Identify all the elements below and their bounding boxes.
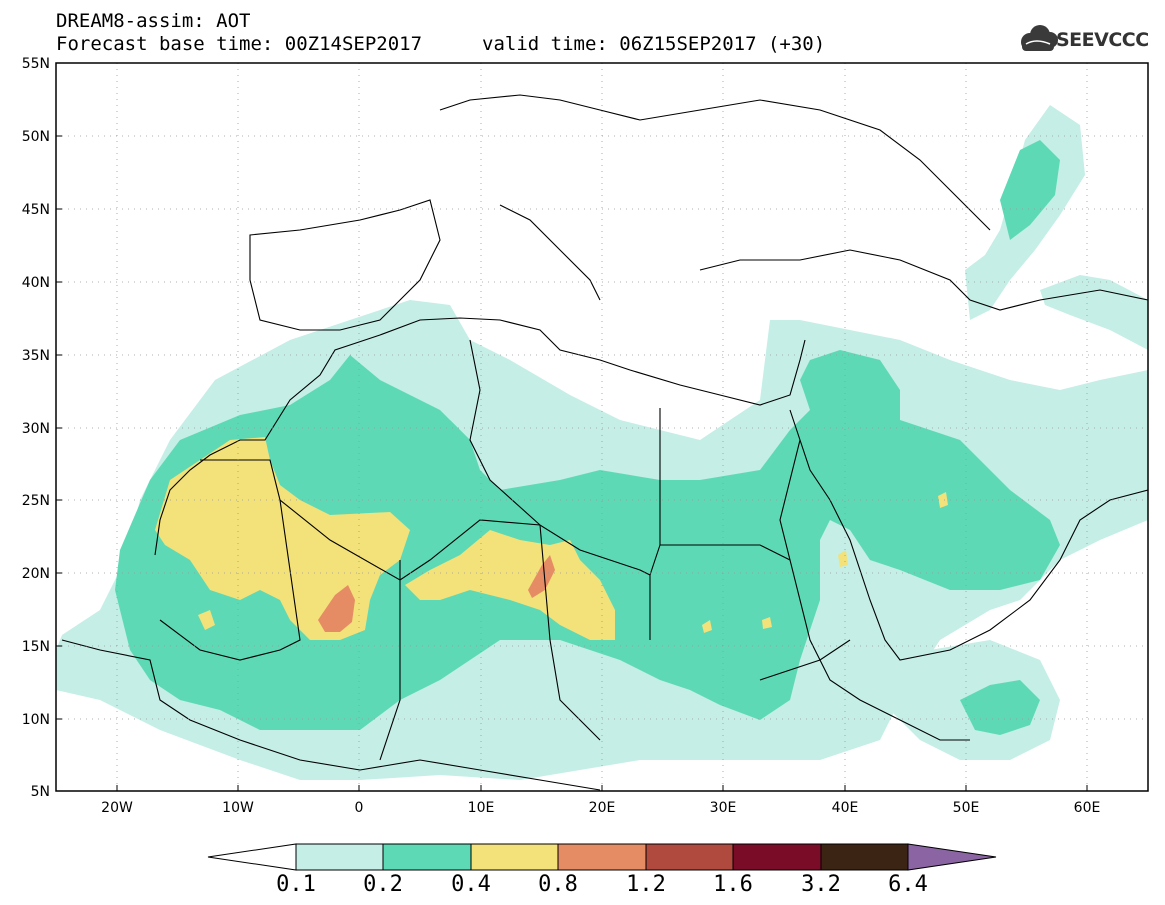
colorbar-segment-0	[207, 843, 297, 871]
lon-label-30e: 30E	[709, 800, 737, 816]
seevccc-cloud-logo-icon	[1021, 25, 1058, 51]
colorbar-segment-2	[382, 843, 472, 871]
colorbar-segment-6	[732, 843, 822, 871]
aot-level-0.8-fill	[318, 555, 555, 632]
lon-label-20w: 20W	[101, 800, 133, 816]
lon-label-10w: 10W	[222, 800, 254, 816]
valid-time: valid time: 06Z15SEP2017 (+30)	[482, 33, 826, 55]
lat-label-10n: 10N	[21, 712, 50, 728]
colorbar-segment-4	[557, 843, 647, 871]
colorbar-segment-1	[295, 843, 384, 871]
logo-text: SEEVCCC	[1056, 29, 1149, 51]
map-title: DREAM8-assim: AOT	[56, 10, 251, 32]
colorbar-label-1.6: 1.6	[713, 872, 753, 897]
forecast-base-time: Forecast base time: 00Z14SEP2017	[56, 33, 423, 55]
colorbar-segment-8	[907, 843, 997, 871]
lat-label-15n: 15N	[21, 639, 50, 655]
colorbar-label-0.2: 0.2	[363, 872, 403, 897]
axis-ticks	[56, 135, 1088, 791]
lon-label-40e: 40E	[831, 800, 859, 816]
lat-label-55n: 55N	[21, 56, 50, 72]
colorbar-label-6.4: 6.4	[888, 872, 928, 897]
colorbar-label-1.2: 1.2	[626, 872, 666, 897]
lat-label-50n: 50N	[21, 129, 50, 145]
lon-label-20e: 20E	[588, 800, 616, 816]
colorbar-label-0.8: 0.8	[538, 872, 578, 897]
lat-label-20n: 20N	[21, 566, 50, 582]
lon-label-50e: 50E	[952, 800, 980, 816]
graticule	[56, 63, 1148, 791]
colorbar-label-0.4: 0.4	[451, 872, 491, 897]
lon-label-10e: 10E	[467, 800, 495, 816]
lat-label-25n: 25N	[21, 493, 50, 509]
colorbar-label-0.1: 0.1	[276, 872, 316, 897]
lat-label-40n: 40N	[21, 275, 50, 291]
lon-label-60e: 60E	[1073, 800, 1101, 816]
colorbar-label-3.2: 3.2	[801, 872, 841, 897]
colorbar-segment-3	[470, 843, 559, 871]
lat-label-5n: 5N	[30, 784, 50, 800]
colorbar	[207, 843, 997, 871]
lat-label-45n: 45N	[21, 202, 50, 218]
lat-label-30n: 30N	[21, 421, 50, 437]
lon-label-0: 0	[354, 800, 364, 816]
colorbar-segment-7	[820, 843, 909, 871]
lat-label-35n: 35N	[21, 348, 50, 364]
colorbar-segment-5	[645, 843, 734, 871]
coastlines-borders	[61, 94, 1148, 791]
